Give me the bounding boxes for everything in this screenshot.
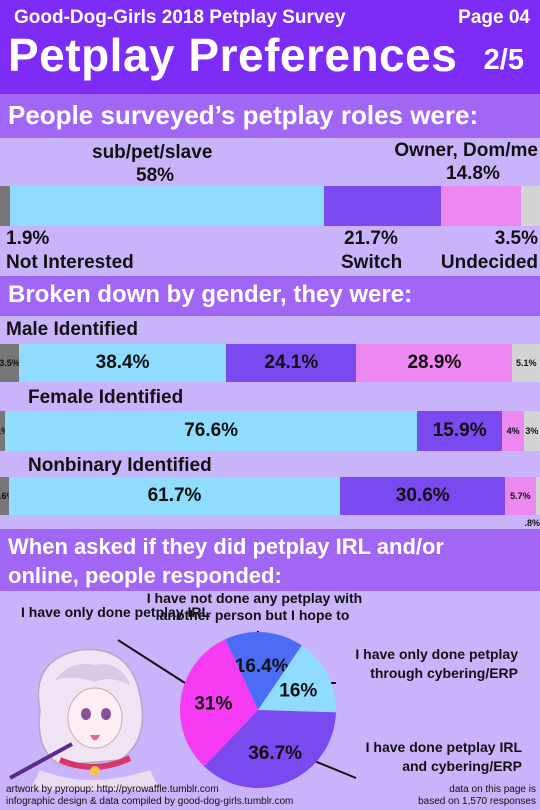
artwork-credit: artwork by pyropup: http://pyrowaffle.tu… — [6, 784, 219, 795]
bar-value-label: 30.6% — [395, 485, 450, 506]
bar-segment-owner: 28.9% — [356, 344, 513, 382]
pie-value-hope-to: 16.4% — [235, 656, 289, 677]
pie-label-cyber-only: I have only done petplay through cyberin… — [355, 646, 518, 681]
bar-segment-not-interested: 1% — [0, 411, 9, 451]
pie-slice-hope-to — [225, 632, 302, 710]
bar-segment-sub: 38.4% — [18, 344, 227, 382]
roles-bar — [0, 186, 540, 226]
bar-segment-undecided: .8% — [524, 477, 540, 528]
bar-value-label: 28.9% — [407, 352, 462, 373]
irl-heading-line1: When asked if they did petplay IRL and/o… — [8, 534, 444, 559]
owner-label: Owner, Dom/me — [394, 140, 538, 161]
bar-segment-undecided: 3% — [523, 411, 540, 451]
pie-slice-irl-only — [179, 639, 258, 767]
irl-heading-band: When asked if they did petplay IRL and/o… — [0, 529, 540, 591]
not-interested-pct: 1.9% — [6, 228, 50, 249]
roles-heading-band: People surveyed’s petplay roles were: — [0, 94, 540, 138]
bar-segment-sub — [10, 186, 324, 226]
bar-value-label: 3% — [525, 426, 539, 436]
pie-slice-irl-and-cyber — [204, 710, 336, 788]
pie-value-irl-only: 31% — [194, 694, 232, 715]
design-credit: infographic design & data compiled by go… — [6, 796, 294, 807]
bar-value-label: 61.7% — [147, 485, 202, 506]
data-note-line1: data on this page is — [449, 784, 536, 795]
bar-segment-sub: 61.7% — [8, 477, 341, 515]
sub-pct: 58% — [136, 165, 175, 186]
gender-heading: Broken down by gender, they were: — [8, 281, 413, 308]
pie-value-cyber-only: 16% — [279, 680, 317, 701]
owner-pct: 14.8% — [446, 163, 500, 184]
male-bar: 3.5% 38.4% 24.1% 28.9% 5.1% — [0, 344, 540, 382]
switch-pct: 21.7% — [344, 228, 398, 249]
bar-segment-switch: 24.1% — [226, 344, 357, 382]
bar-value-label: 15.9% — [432, 420, 487, 441]
data-note-line2: based on 1,570 responses — [418, 796, 536, 807]
nonbinary-label: Nonbinary Identified — [28, 455, 212, 476]
roles-heading: People surveyed’s petplay roles were: — [8, 100, 479, 130]
page-subtitle: 2/5 — [483, 44, 524, 76]
bar-value-label: 76.6% — [184, 420, 239, 441]
bar-segment-owner — [441, 186, 522, 226]
pie-value-irl-and-cyber: 36.7% — [248, 743, 302, 764]
gender-heading-band: Broken down by gender, they were: — [0, 276, 540, 316]
bar-value-label: .8% — [524, 518, 540, 528]
bar-value-label: 38.4% — [95, 352, 150, 373]
undecided-label: Undecided — [440, 252, 538, 273]
irl-online-pie-chart: 16.4% 16% 36.7% 31% — [117, 631, 357, 788]
nonbinary-bar: 1.6% 61.7% 30.6% 5.7% .8% — [0, 477, 540, 528]
female-label: Female Identified — [28, 387, 184, 408]
page-number: Page 04 — [458, 7, 530, 28]
bar-value-label: 5.7% — [510, 491, 531, 501]
bar-value-label: 1.6% — [0, 491, 15, 501]
bar-segment-not-interested: 3.5% — [0, 344, 20, 382]
male-label: Male Identified — [6, 319, 138, 340]
bar-value-label: 24.1% — [264, 352, 319, 373]
bar-value-label: 5.1% — [515, 358, 537, 368]
survey-title: Good-Dog-Girls 2018 Petplay Survey — [14, 7, 346, 28]
irl-heading-line2: online, people responded: — [8, 563, 282, 588]
pie-slice-cyber-only — [258, 645, 336, 713]
bar-value-label: 4% — [506, 426, 520, 436]
female-bar: 1% 76.6% 15.9% 4% 3% — [0, 411, 540, 451]
page-title: Petplay Preferences — [8, 29, 458, 81]
bar-segment-switch: 30.6% — [340, 477, 506, 515]
dog-girl-illustration — [9, 648, 160, 790]
bar-segment-undecided — [521, 186, 540, 226]
not-interested-label: Not Interested — [6, 252, 134, 273]
pie-label-hope-to: I have not done any petplay with another… — [146, 590, 363, 623]
bar-segment-owner: 5.7% — [505, 477, 536, 515]
bar-segment-not-interested: 1.6% — [0, 477, 15, 515]
bar-segment-switch: 15.9% — [416, 411, 503, 451]
bar-segment-sub: 76.6% — [5, 411, 417, 451]
bar-segment-switch — [323, 186, 442, 226]
switch-label: Switch — [341, 252, 403, 273]
bar-segment-not-interested — [0, 186, 11, 226]
page-header: Good-Dog-Girls 2018 Petplay Survey Page … — [0, 0, 540, 94]
pie-label-irl-only: I have only done petplay IRL — [21, 604, 211, 620]
bar-value-label: 1% — [0, 426, 9, 436]
pie-label-irl-and-cyber: I have done petplay IRL and cybering/ERP — [365, 739, 522, 774]
sub-label: sub/pet/slave — [92, 142, 213, 163]
undecided-pct: 3.5% — [494, 228, 538, 249]
bar-value-label: 3.5% — [0, 358, 20, 368]
bar-segment-undecided: 5.1% — [512, 344, 540, 382]
bar-segment-owner: 4% — [502, 411, 524, 451]
